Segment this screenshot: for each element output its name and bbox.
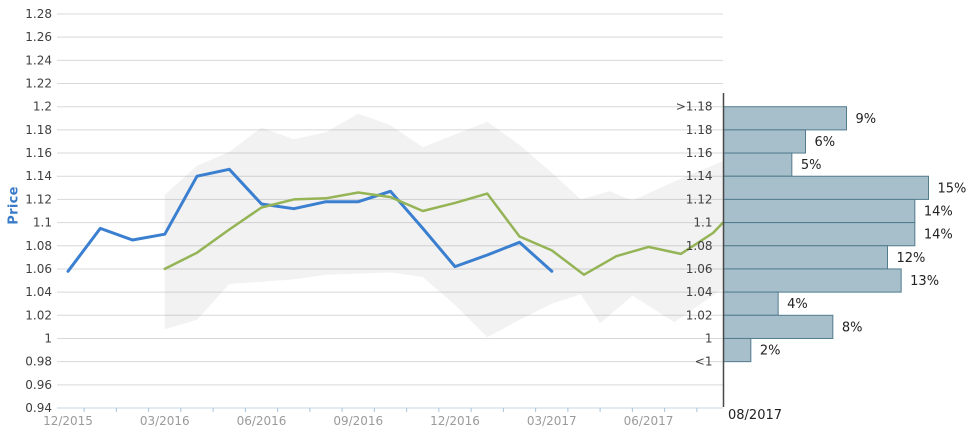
probability-bar[interactable]	[723, 106, 847, 131]
x-axis-tick-label: 12/2015	[43, 414, 93, 428]
histogram-bin-label: <1	[695, 355, 713, 369]
y-axis-tick-label: 1.12	[25, 192, 52, 206]
probability-bar-label: 8%	[842, 320, 863, 335]
y-axis-tick-label: 0.96	[25, 378, 52, 392]
y-axis-tick-label: 1.2	[33, 100, 52, 114]
x-axis-tick-label: 03/2016	[140, 414, 190, 428]
histogram-bin-label: 1.14	[686, 169, 713, 183]
probability-bar[interactable]	[723, 337, 752, 363]
x-axis-tick-label: 09/2016	[333, 414, 383, 428]
y-axis-tick-label: 1.24	[25, 53, 52, 67]
y-axis-tick-label: 1.08	[25, 239, 52, 253]
y-axis-tick-label: 1.06	[25, 262, 52, 276]
histogram-bin-label: 1.18	[686, 123, 713, 137]
y-axis-tick-label: 1.16	[25, 146, 52, 160]
probability-bar[interactable]	[723, 175, 929, 200]
probability-bar-label: 2%	[760, 344, 781, 359]
y-axis-tick-label: 1	[44, 331, 52, 345]
histogram-date-label: 08/2017	[728, 408, 783, 423]
probability-bar-label: 6%	[815, 135, 836, 150]
x-axis-tick-label: 03/2017	[527, 414, 577, 428]
histogram-bin-label: 1.16	[686, 146, 713, 160]
probability-bar-label: 12%	[897, 251, 926, 266]
probability-bar[interactable]	[723, 314, 834, 339]
forecast-uncertainty-band	[164, 113, 724, 338]
y-axis-tick-label: 1.18	[25, 123, 52, 137]
probability-bar-label: 5%	[801, 158, 822, 173]
histogram-bin-label: 1.12	[686, 192, 713, 206]
histogram-bin-label: >1.18	[676, 100, 713, 114]
histogram-bin-label: 1	[705, 331, 713, 345]
price-forecast-line[interactable]	[163, 191, 725, 276]
y-axis-tick-label: 1.1	[33, 216, 52, 230]
probability-bar-label: 15%	[938, 181, 967, 196]
probability-bar[interactable]	[723, 129, 806, 154]
x-axis-tick-label: 06/2016	[237, 414, 287, 428]
probability-bar[interactable]	[723, 291, 779, 316]
histogram-bin-label: 1.02	[686, 308, 713, 322]
histogram-bin-label: 1.1	[693, 216, 712, 230]
histogram-bin-label: 1.06	[686, 262, 713, 276]
x-axis-tick-label: 06/2017	[624, 414, 674, 428]
y-axis-tick-label: 1.22	[25, 77, 52, 91]
y-axis-title: Price	[6, 186, 22, 225]
y-axis-tick-label: 1.14	[25, 169, 52, 183]
probability-bar[interactable]	[723, 268, 902, 293]
probability-bar-label: 9%	[856, 112, 877, 127]
probability-bar-label: 14%	[924, 205, 953, 220]
probability-bar[interactable]	[723, 152, 793, 177]
price-history-line[interactable]	[66, 167, 554, 273]
x-axis-tick-label: 12/2016	[430, 414, 480, 428]
probability-bar[interactable]	[723, 198, 916, 224]
probability-bar[interactable]	[723, 245, 888, 270]
probability-bar[interactable]	[723, 222, 916, 247]
histogram-bin-label: 1.08	[686, 239, 713, 253]
probability-bar-label: 4%	[787, 297, 808, 312]
y-axis-tick-label: 1.28	[25, 7, 52, 21]
histogram-bin-label: 1.04	[686, 285, 713, 299]
probability-bar-label: 13%	[910, 274, 939, 289]
y-axis-tick-label: 0.98	[25, 355, 52, 369]
y-axis-tick-label: 0.94	[25, 401, 52, 415]
y-axis-tick-label: 1.26	[25, 30, 52, 44]
probability-bar-label: 14%	[924, 228, 953, 243]
y-axis-tick-label: 1.02	[25, 308, 52, 322]
y-axis-tick-label: 1.04	[25, 285, 52, 299]
